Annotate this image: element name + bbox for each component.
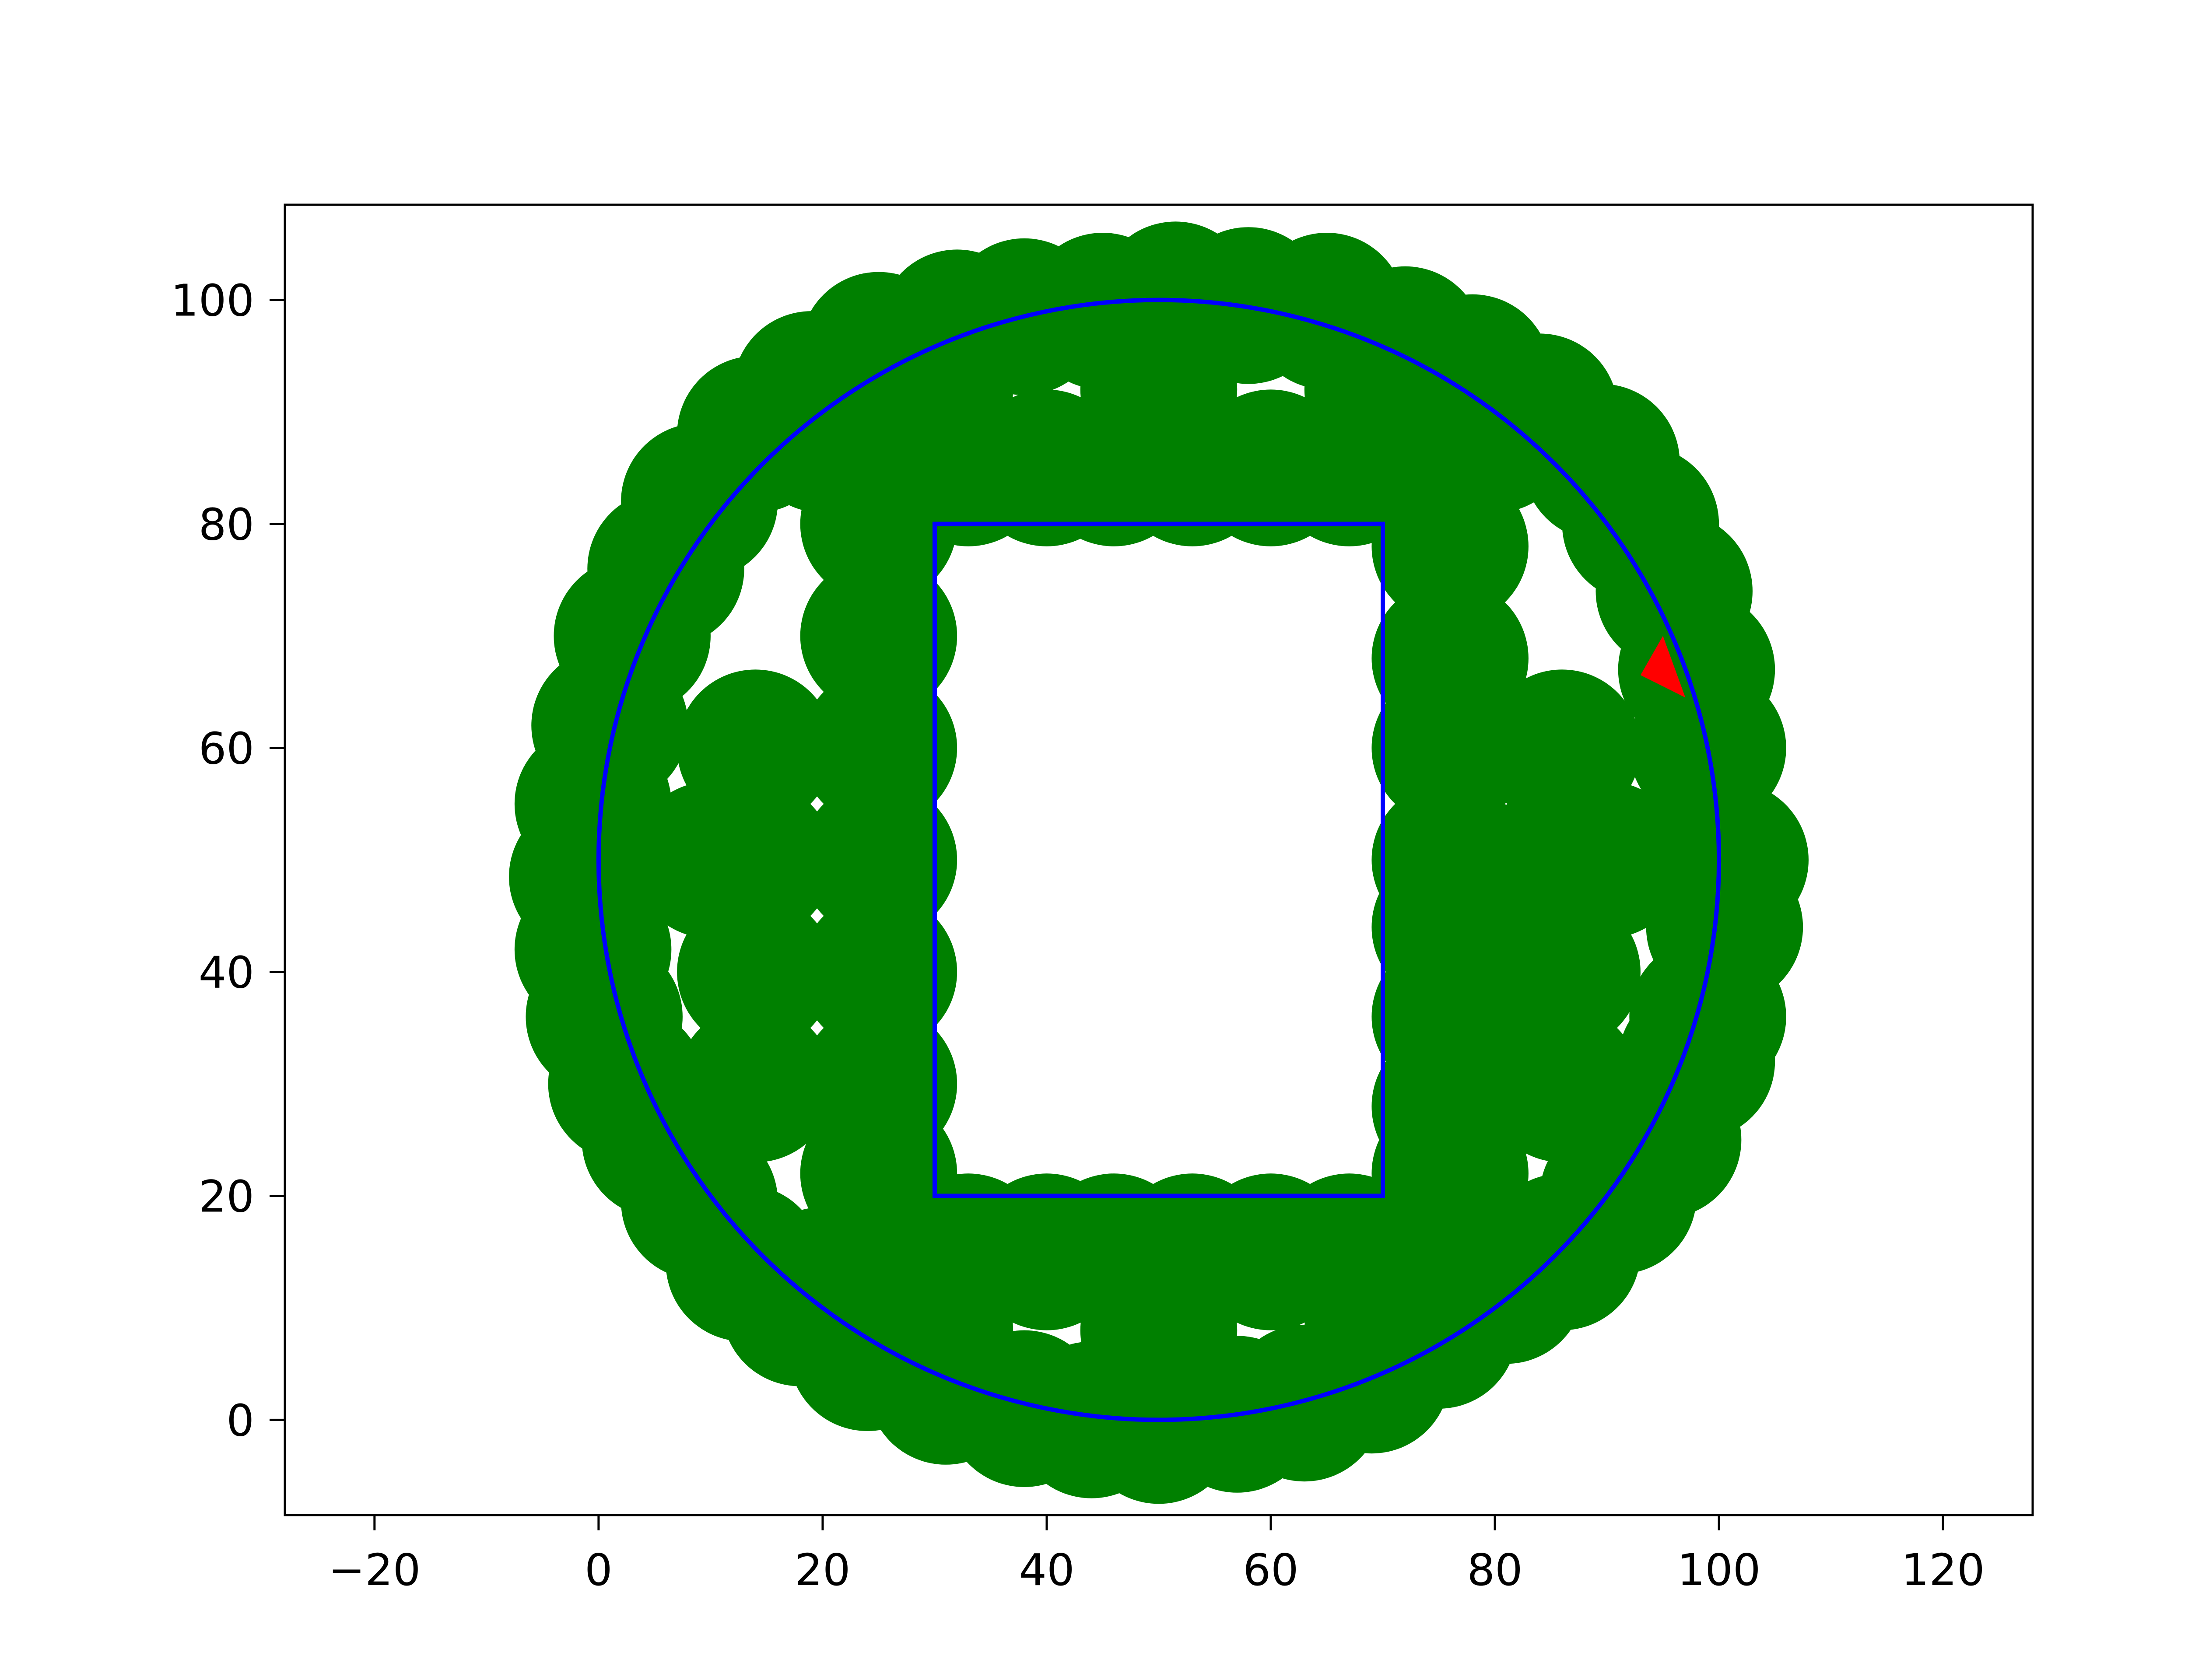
coverage-disc <box>800 557 957 714</box>
inner-hole-fill <box>967 556 1350 1163</box>
uncovered-gaps <box>1640 636 1686 698</box>
coverage-discs <box>509 221 1809 1504</box>
coverage-disc <box>800 893 957 1050</box>
x-axis: −20 0 20 40 60 80 100 120 <box>328 1515 1985 1596</box>
y-tick-label: 60 <box>199 723 254 774</box>
y-tick-label: 80 <box>199 499 254 550</box>
coverage-disc <box>1483 1005 1641 1162</box>
coverage-disc <box>1528 781 1686 938</box>
coverage-disc <box>1080 311 1238 468</box>
coverage-disc <box>632 781 789 938</box>
coverage-disc <box>677 1005 834 1162</box>
x-tick-label: 60 <box>1243 1544 1298 1596</box>
x-tick-label: −20 <box>328 1544 421 1596</box>
x-tick-label: 100 <box>1677 1544 1761 1596</box>
y-tick-label: 100 <box>171 275 254 326</box>
coverage-disc <box>1371 669 1529 826</box>
coverage-disc <box>1304 311 1462 468</box>
x-tick-label: 120 <box>1901 1544 1985 1596</box>
plot-area <box>509 221 1809 1504</box>
region-boundaries <box>596 298 1722 1422</box>
x-tick-label: 80 <box>1467 1544 1522 1596</box>
uncovered-gap-mark <box>1640 636 1686 698</box>
inner-rectangle-boundary <box>932 522 1385 1198</box>
x-tick-label: 20 <box>795 1544 850 1596</box>
outer-circle-boundary <box>596 298 1722 1422</box>
coverage-disc <box>800 781 957 938</box>
coverage-disc <box>1080 1252 1238 1409</box>
y-tick-label: 20 <box>199 1171 254 1222</box>
y-tick-label: 0 <box>226 1395 254 1446</box>
x-tick-label: 0 <box>585 1544 613 1596</box>
y-tick-label: 40 <box>199 947 254 998</box>
coverage-disc <box>856 1252 1013 1409</box>
x-tick-label: 40 <box>1019 1544 1074 1596</box>
plot-frame <box>284 203 2034 1516</box>
coverage-disc <box>1304 1252 1462 1409</box>
coverage-disc <box>800 669 957 826</box>
coverage-disc <box>856 311 1013 468</box>
y-axis: 0 20 40 60 80 100 <box>171 275 285 1446</box>
